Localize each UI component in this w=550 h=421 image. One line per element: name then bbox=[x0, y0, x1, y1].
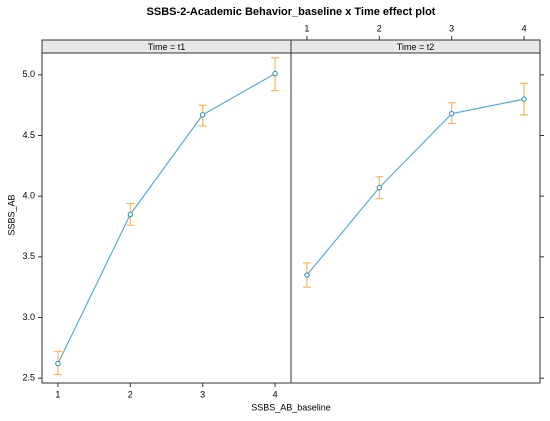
x-tick-label: 4 bbox=[273, 389, 278, 399]
y-tick-label: 4.0 bbox=[22, 191, 35, 201]
panel-frame bbox=[41, 52, 292, 384]
y-tick-label: 3.0 bbox=[22, 312, 35, 322]
point bbox=[304, 272, 310, 278]
panel-frame bbox=[290, 52, 541, 384]
x-tick-label: 4 bbox=[522, 23, 527, 33]
point bbox=[448, 110, 455, 117]
x-tick-label: 1 bbox=[304, 23, 309, 33]
x-tick-label: 3 bbox=[449, 23, 454, 33]
point bbox=[272, 70, 278, 77]
point bbox=[521, 96, 527, 102]
strip-label: Time = t1 bbox=[148, 42, 185, 52]
line bbox=[306, 98, 525, 276]
y-axis-label: SSBS_AB bbox=[6, 194, 16, 235]
x-axis-label: SSBS_AB_baseline bbox=[251, 402, 331, 412]
point bbox=[55, 360, 61, 367]
x-tick-label: 2 bbox=[128, 389, 133, 399]
line bbox=[57, 73, 276, 364]
point bbox=[376, 184, 383, 191]
strip bbox=[290, 39, 541, 54]
y-tick-label: 2.5 bbox=[22, 373, 35, 383]
x-tick-label: 3 bbox=[200, 389, 205, 399]
strip-label: Time = t2 bbox=[397, 42, 434, 52]
y-tick-label: 5.0 bbox=[22, 69, 35, 79]
x-tick-label: 2 bbox=[377, 23, 382, 33]
x-tick-label: 1 bbox=[55, 389, 60, 399]
y-tick-label: 4.5 bbox=[22, 130, 35, 140]
y-tick-label: 3.5 bbox=[22, 251, 35, 261]
point bbox=[127, 211, 134, 218]
point bbox=[199, 112, 206, 118]
chart-title: SSBS-2-Academic Behavior_baseline x Time… bbox=[147, 6, 436, 18]
